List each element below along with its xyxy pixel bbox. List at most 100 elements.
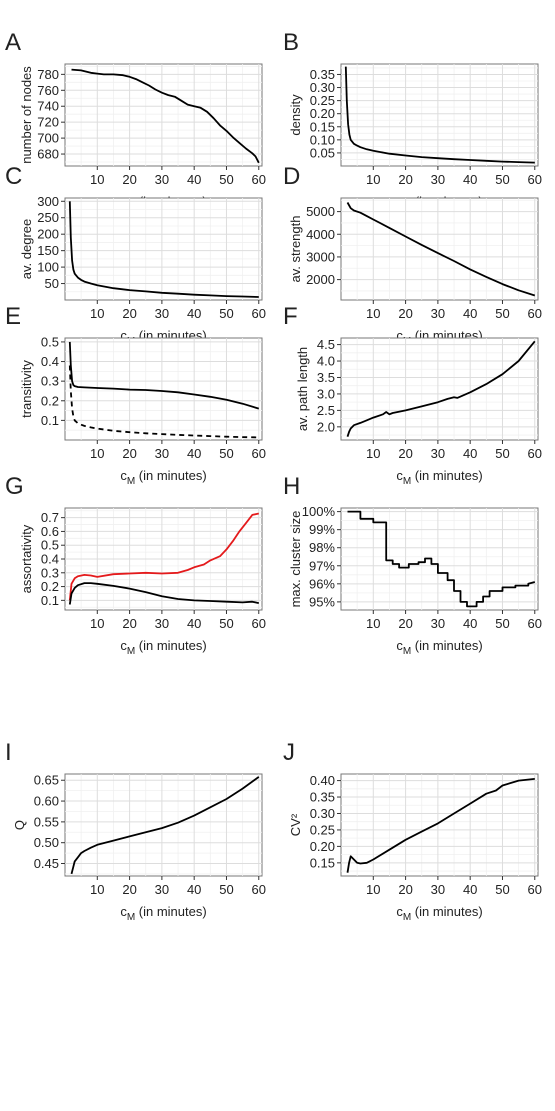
x-tick-label: 40 bbox=[187, 882, 201, 897]
y-tick-label: 4.0 bbox=[317, 354, 335, 369]
series-line-1 bbox=[346, 778, 535, 873]
y-tick-label: 100 bbox=[37, 260, 59, 275]
x-tick-label: 30 bbox=[155, 616, 169, 631]
y-tick-label: 300 bbox=[37, 194, 59, 209]
x-tick-label: 30 bbox=[431, 306, 445, 321]
y-tick-label: 0.3 bbox=[41, 374, 59, 389]
y-tick-label: 0.35 bbox=[310, 67, 335, 82]
y-tick-label: 200 bbox=[37, 227, 59, 242]
x-tick-label: 20 bbox=[398, 172, 412, 187]
y-tick-label: 0.2 bbox=[41, 579, 59, 594]
y-tick-label: 0.5 bbox=[41, 334, 59, 349]
x-tick-label: 60 bbox=[252, 446, 266, 461]
x-tick-label: 30 bbox=[155, 882, 169, 897]
plot-area bbox=[64, 197, 263, 301]
panel-e: E 10 20 30 40 50 60 0.1 0.2 0.3 0.4 0.5 cM (in minut… bbox=[5, 303, 266, 487]
y-tick-label: 0.15 bbox=[310, 119, 335, 134]
panel-letter-f: F bbox=[283, 303, 298, 330]
y-axis-label: av. degree bbox=[19, 219, 34, 279]
y-tick-label: 0.60 bbox=[34, 794, 59, 809]
x-tick-label: 50 bbox=[219, 882, 233, 897]
x-tick-label: 30 bbox=[155, 306, 169, 321]
y-tick-label: 0.5 bbox=[41, 538, 59, 553]
panel-letter-a: A bbox=[5, 29, 21, 56]
panel-f: F 10 20 30 40 50 60 2.02.5 3.03.54.0 4.5 cM (in mi… bbox=[283, 303, 542, 487]
x-tick-label: 50 bbox=[219, 616, 233, 631]
y-tick-label: 150 bbox=[37, 243, 59, 258]
x-tick-label: 10 bbox=[366, 306, 380, 321]
x-tick-label: 40 bbox=[187, 172, 201, 187]
panel-d: D1020304050602000300040005000cM (in minu… bbox=[283, 163, 542, 347]
panel-i: I 10 20 30 40 50 60 0.45 0.50 0.55 0.60 0.65 cM (in … bbox=[5, 739, 266, 923]
x-tick-label: 60 bbox=[252, 616, 266, 631]
y-tick-label: 0.20 bbox=[310, 839, 335, 854]
x-tick-label: 10 bbox=[90, 172, 104, 187]
y-tick-label: 3.0 bbox=[317, 386, 335, 401]
x-tick-label: 20 bbox=[122, 172, 136, 187]
x-tick-label: 60 bbox=[528, 882, 542, 897]
y-tick-label: 780 bbox=[37, 67, 59, 82]
x-tick-label: 10 bbox=[90, 882, 104, 897]
y-tick-label: 740 bbox=[37, 99, 59, 114]
y-tick-label: 0.25 bbox=[310, 822, 335, 837]
series-line-1 bbox=[346, 202, 536, 297]
x-tick-label: 50 bbox=[495, 306, 509, 321]
x-axis-label: cM (in minutes) bbox=[120, 904, 206, 923]
x-axis-label: cM (in minutes) bbox=[120, 468, 206, 487]
y-tick-label: 99% bbox=[309, 522, 335, 537]
panel-letter-i: I bbox=[5, 739, 12, 766]
y-tick-label: 3000 bbox=[306, 249, 335, 264]
x-tick-label: 20 bbox=[122, 306, 136, 321]
panel-letter-d: D bbox=[283, 163, 300, 190]
panel-letter-c: C bbox=[5, 163, 22, 190]
y-tick-label: 2.0 bbox=[317, 419, 335, 434]
x-tick-label: 40 bbox=[187, 306, 201, 321]
x-tick-label: 60 bbox=[528, 306, 542, 321]
x-tick-label: 30 bbox=[155, 172, 169, 187]
x-tick-label: 20 bbox=[122, 616, 136, 631]
panel-a: A102030405060680700720740760780cM (in mi… bbox=[5, 29, 266, 213]
y-tick-label: 0.30 bbox=[310, 80, 335, 95]
x-tick-label: 20 bbox=[122, 882, 136, 897]
y-tick-label: 0.65 bbox=[34, 773, 59, 788]
y-tick-label: 0.1 bbox=[41, 593, 59, 608]
panel-b: B 10 20 30 40 50 60 0.050.100.150.200.250.300.3… bbox=[283, 29, 542, 213]
x-tick-label: 60 bbox=[528, 446, 542, 461]
y-axis-label: density bbox=[288, 94, 303, 136]
x-tick-label: 10 bbox=[90, 616, 104, 631]
x-tick-label: 30 bbox=[431, 172, 445, 187]
x-tick-label: 40 bbox=[187, 616, 201, 631]
y-tick-label: 0.2 bbox=[41, 393, 59, 408]
x-tick-label: 50 bbox=[219, 446, 233, 461]
y-tick-label: 0.10 bbox=[310, 132, 335, 147]
x-tick-label: 60 bbox=[528, 172, 542, 187]
series-line-2 bbox=[68, 582, 259, 605]
x-tick-label: 20 bbox=[398, 882, 412, 897]
y-axis-label: Q bbox=[12, 820, 27, 830]
panel-h: H 10 20 30 40 50 60 95% 96% 97% 98% 99% 100% cM (in m… bbox=[283, 473, 542, 657]
x-tick-label: 50 bbox=[495, 616, 509, 631]
y-tick-label: 50 bbox=[45, 276, 59, 291]
y-tick-label: 0.6 bbox=[41, 524, 59, 539]
panel-c: C10203040506050100150200250300cM (in min… bbox=[5, 163, 266, 347]
series-line-1 bbox=[68, 341, 260, 410]
plot-area bbox=[340, 337, 539, 441]
y-axis-label: CV² bbox=[288, 813, 303, 836]
x-tick-label: 10 bbox=[366, 616, 380, 631]
series-line-1 bbox=[346, 340, 536, 437]
y-axis-label: max. cluster size bbox=[288, 511, 303, 608]
x-tick-label: 20 bbox=[122, 446, 136, 461]
x-tick-label: 30 bbox=[431, 446, 445, 461]
y-tick-label: 3.5 bbox=[317, 370, 335, 385]
series-line-1 bbox=[344, 66, 535, 164]
y-tick-label: 95% bbox=[309, 594, 335, 609]
y-tick-label: 0.15 bbox=[310, 855, 335, 870]
y-tick-label: 680 bbox=[37, 147, 59, 162]
x-tick-label: 10 bbox=[366, 172, 380, 187]
y-tick-label: 760 bbox=[37, 83, 59, 98]
x-tick-label: 10 bbox=[90, 446, 104, 461]
y-tick-label: 0.55 bbox=[34, 814, 59, 829]
series-line-1 bbox=[68, 201, 259, 298]
y-axis-label: number of nodes bbox=[19, 66, 34, 164]
